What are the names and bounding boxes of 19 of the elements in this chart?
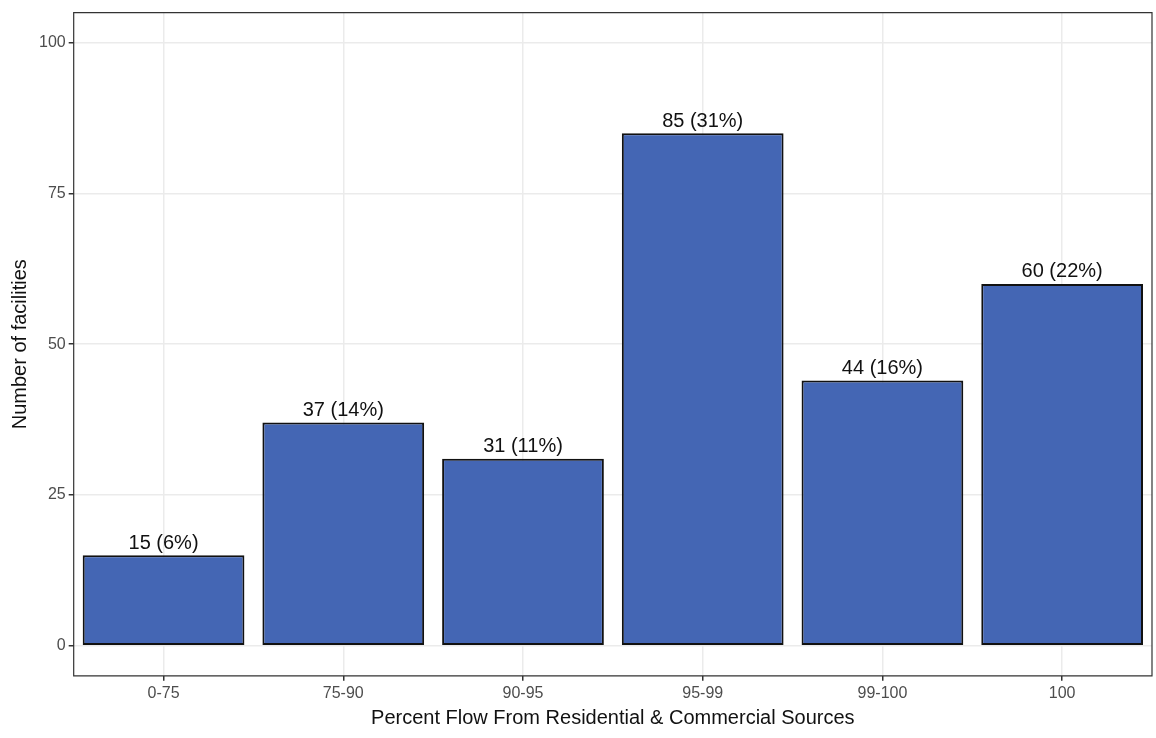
data-label: 37 (14%) [302,398,384,421]
x-tick-label: 95-99 [682,683,724,701]
x-axis-title: Percent Flow From Residential & Commercial Sources [371,705,855,728]
x-tick-label: 75-90 [322,683,364,701]
data-label: 31 (11%) [483,434,563,457]
data-label: 44 (16%) [841,355,923,378]
x-tick-label: 0-75 [147,683,180,701]
y-tick-label: 100 [38,33,66,51]
x-tick-label: 99-100 [857,683,908,701]
y-tick-label: 25 [47,485,66,503]
y-tick-label: 75 [47,183,66,201]
x-tick-label: 100 [1048,683,1076,701]
data-label: 60 (22%) [1021,259,1103,282]
data-label: 85 (31%) [662,108,744,131]
y-tick-label: 0 [56,636,66,654]
x-tick-label: 90-95 [502,683,544,701]
data-label: 15 (6%) [128,530,199,553]
y-tick-label: 50 [47,334,66,352]
y-axis-title: Number of facilities [7,259,30,430]
